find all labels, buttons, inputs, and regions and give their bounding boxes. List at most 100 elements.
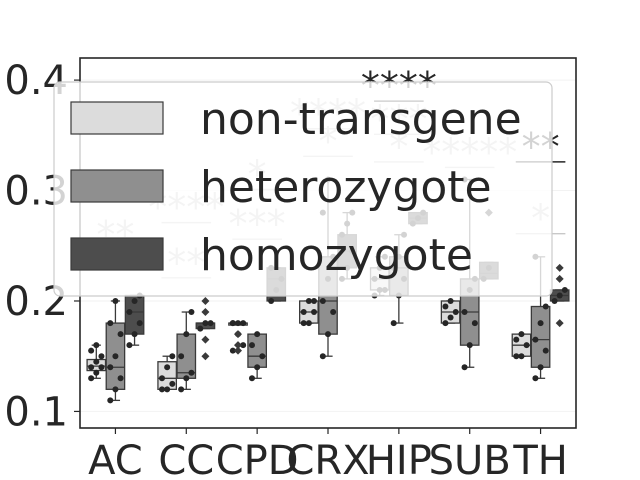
- data-point: [93, 369, 100, 376]
- data-point: [259, 353, 266, 360]
- flier-point: [234, 346, 243, 355]
- data-point: [188, 369, 195, 376]
- data-point: [305, 297, 312, 304]
- box-non-transgene-CPD: [228, 320, 248, 355]
- data-point: [319, 353, 326, 360]
- data-point: [452, 309, 459, 316]
- data-point: [390, 320, 397, 327]
- data-point: [542, 347, 549, 354]
- data-point: [319, 297, 326, 304]
- data-point: [197, 325, 204, 332]
- flier-point: [234, 330, 243, 339]
- data-point: [178, 386, 185, 393]
- x-tick-label: HIP: [366, 438, 432, 480]
- data-point: [556, 292, 563, 299]
- data-point: [235, 320, 242, 327]
- box-heterozygote-TH: [530, 253, 551, 382]
- flier-point: [201, 308, 210, 317]
- legend-label-heterozygote: heterozygote: [200, 162, 492, 213]
- data-point: [93, 342, 100, 349]
- data-point: [447, 297, 454, 304]
- data-point: [98, 364, 105, 371]
- legend-swatch-homozygote: [70, 237, 164, 271]
- data-point: [532, 336, 539, 343]
- legend: non-transgene heterozygote homozygote: [53, 81, 553, 297]
- data-point: [513, 336, 520, 343]
- data-point: [158, 386, 165, 393]
- data-point: [537, 320, 544, 327]
- y-tick-label: 0.1: [4, 389, 68, 435]
- data-point: [311, 309, 318, 316]
- data-point: [240, 320, 247, 327]
- box-non-transgene-SUB: [440, 297, 461, 327]
- data-point: [164, 386, 171, 393]
- data-point: [229, 347, 236, 354]
- flier-point: [555, 274, 564, 283]
- data-point: [117, 331, 124, 338]
- box-non-transgene-AC: [86, 342, 107, 382]
- box-non-transgene-CC: [157, 353, 178, 393]
- data-point: [305, 320, 312, 327]
- flier-point: [201, 352, 210, 361]
- x-tick-label: CC: [158, 438, 214, 480]
- data-point: [158, 375, 165, 382]
- data-point: [551, 297, 558, 304]
- data-point: [311, 297, 318, 304]
- data-point: [178, 353, 185, 360]
- data-point: [126, 309, 133, 316]
- data-point: [112, 297, 119, 304]
- data-point: [202, 320, 209, 327]
- data-point: [461, 364, 468, 371]
- box-homozygote-CC: [195, 296, 216, 361]
- data-point: [240, 342, 247, 349]
- data-point: [112, 386, 119, 393]
- box-heterozygote-AC: [105, 297, 126, 404]
- data-point: [254, 331, 261, 338]
- data-point: [513, 353, 520, 360]
- data-point: [169, 380, 176, 387]
- data-point: [88, 375, 95, 382]
- data-point: [131, 331, 138, 338]
- x-tick-label: SUB: [429, 438, 511, 480]
- data-point: [471, 320, 478, 327]
- data-point: [268, 297, 275, 304]
- data-point: [300, 309, 307, 316]
- data-point: [117, 375, 124, 382]
- data-point: [98, 353, 105, 360]
- legend-label-non-transgene: non-transgene: [200, 94, 522, 145]
- data-point: [88, 347, 95, 354]
- data-point: [188, 309, 195, 316]
- data-point: [229, 320, 236, 327]
- legend-swatch-non-transgene: [70, 101, 164, 135]
- data-point: [248, 342, 255, 349]
- box-non-transgene-CRX: [299, 297, 319, 327]
- x-tick-label: CPD: [216, 438, 299, 480]
- box-iqr: [530, 305, 551, 368]
- box-heterozygote-CC: [176, 309, 197, 393]
- data-point: [88, 364, 95, 371]
- data-point: [442, 303, 449, 310]
- data-point: [518, 331, 525, 338]
- legend-frame: [53, 81, 553, 297]
- data-point: [183, 331, 190, 338]
- x-tick-label: AC: [88, 438, 143, 480]
- data-point: [542, 303, 549, 310]
- data-point: [518, 353, 525, 360]
- data-point: [107, 320, 114, 327]
- box-non-transgene-TH: [511, 331, 532, 360]
- data-point: [164, 364, 171, 371]
- legend-swatch-heterozygote: [70, 169, 164, 203]
- data-point: [466, 342, 473, 349]
- data-point: [207, 320, 214, 327]
- data-point: [107, 364, 114, 371]
- x-tick-label: CRX: [286, 438, 369, 480]
- data-point: [254, 364, 261, 371]
- flier-point: [234, 341, 243, 350]
- data-point: [93, 358, 100, 365]
- data-point: [461, 309, 468, 316]
- data-point: [131, 297, 138, 304]
- flier-point: [555, 263, 564, 272]
- legend-label-homozygote: homozygote: [200, 230, 473, 281]
- data-point: [532, 375, 539, 382]
